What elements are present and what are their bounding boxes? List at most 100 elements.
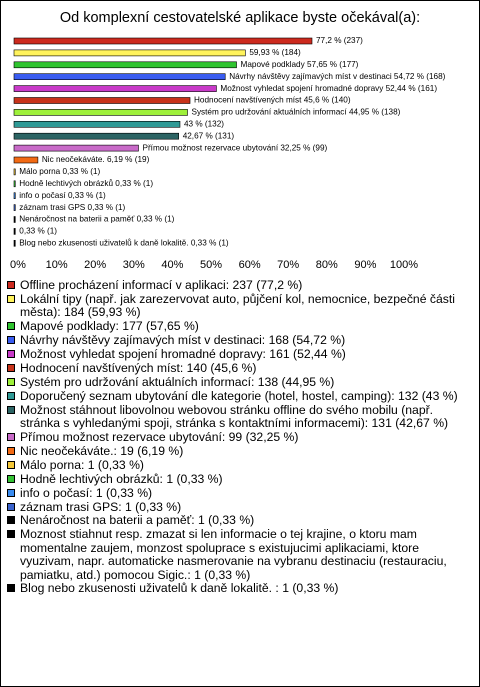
value-label: Blog nebo zkusenosti uživatelů k daně lo…	[19, 237, 229, 247]
bar	[13, 109, 188, 116]
legend-swatch	[7, 502, 15, 511]
x-tick-label: 70%	[277, 259, 299, 271]
legend-item: Možnost vyhledat spojení hromadné doprav…	[7, 347, 467, 362]
legend-item: Málo porna: 1 (0,33 %)	[7, 457, 467, 472]
x-tick-label: 10%	[46, 259, 68, 271]
x-tick-label: 90%	[354, 259, 376, 271]
legend-item: Blog nebo zkusenosti uživatelů k daně lo…	[7, 582, 467, 595]
bar	[13, 121, 181, 128]
value-label: Hodně lechtivých obrázků 0,33 % (1)	[19, 178, 153, 188]
value-label: 0,33 % (1)	[19, 227, 57, 236]
legend-item: Hodnocení navštívených míst: 140 (45,6 %…	[7, 360, 467, 375]
legend-swatch	[7, 350, 15, 359]
legend-swatch	[7, 281, 15, 289]
x-tick-label: 60%	[239, 259, 261, 271]
bar	[13, 168, 16, 176]
legend-label: Nic neočekáváte.: 19 (6,19 %)	[20, 443, 184, 458]
legend-label: Přímou možnost rezervace ubytování: 99 (…	[20, 429, 299, 444]
value-label: Návrhy návštěvy zajímavých míst v destin…	[229, 72, 445, 81]
legend-label: Návrhy návštěvy zajímavých míst v destin…	[20, 333, 346, 348]
legend-swatch	[7, 405, 15, 414]
legend-swatch	[7, 432, 15, 441]
legend-swatch	[7, 460, 15, 469]
legend-swatch	[7, 294, 15, 303]
value-label: 59,93 % (184)	[249, 48, 301, 57]
legend: Offline procházení informací v aplikaci:…	[7, 278, 467, 596]
legend-swatch	[7, 488, 15, 497]
bar	[13, 240, 16, 247]
legend-item: Mapové podklady: 177 (57,65 %)	[7, 319, 467, 334]
legend-label: záznam trasi GPS: 1 (0,33 %)	[20, 499, 182, 514]
legend-item: info o počasí: 1 (0,33 %)	[7, 485, 467, 500]
legend-label: Hodnocení navštívených míst: 140 (45,6 %…	[20, 360, 257, 375]
legend-swatch	[7, 446, 15, 455]
legend-item: Nenáročnost na baterii a paměť: 1 (0,33 …	[7, 513, 467, 528]
legend-item: Možnost stáhnout libovolnou webovou strá…	[7, 402, 467, 431]
legend-label: Lokální tipy (např. jak zarezervovat aut…	[20, 291, 455, 320]
legend-label: Nenáročnost na baterii a paměť: 1 (0,33 …	[20, 513, 255, 528]
value-label: 77,2 % (237)	[316, 36, 363, 45]
value-label: 42,67 % (131)	[183, 131, 235, 140]
legend-item: Doporučený seznam ubytování dle kategori…	[7, 388, 467, 403]
legend-label: Možnost vyhledat spojení hromadné doprav…	[20, 347, 346, 362]
x-tick-label: 0%	[10, 259, 26, 271]
bar	[13, 216, 16, 223]
legend-item: Přímou možnost rezervace ubytování: 99 (…	[7, 429, 467, 444]
legend-item: Hodně lechtivých obrázků: 1 (0,33 %)	[7, 471, 467, 486]
bar	[13, 37, 313, 45]
bar	[13, 192, 16, 199]
bar	[13, 61, 237, 69]
value-label: Hodnocení navštívených míst 45,6 % (140)	[194, 96, 351, 105]
x-tick-label: 80%	[316, 259, 338, 271]
legend-label: Systém pro udržování aktuálních informac…	[20, 374, 335, 389]
chart: Od komplexní cestovatelské aplikace byst…	[10, 10, 446, 271]
bar	[13, 204, 16, 211]
legend-item: Nic neočekáváte.: 19 (6,19 %)	[7, 443, 467, 458]
bar	[13, 156, 39, 164]
legend-swatch	[7, 474, 15, 483]
legend-label: Doporučený seznam ubytování dle kategori…	[20, 388, 458, 403]
bar	[13, 180, 16, 188]
legend-label: Hodně lechtivých obrázků: 1 (0,33 %)	[20, 471, 223, 486]
bar	[13, 132, 180, 140]
legend-swatch	[7, 530, 15, 539]
legend-swatch	[7, 584, 15, 593]
legend-swatch	[7, 377, 15, 386]
legend-label: Moznost stiahnut resp. zmazat si len inf…	[20, 527, 447, 582]
bar	[13, 97, 191, 104]
value-label: Možnost vyhledat spojení hromadné doprav…	[220, 84, 437, 93]
legend-item: Návrhy návštěvy zajímavých míst v destin…	[7, 333, 467, 348]
legend-label: Možnost stáhnout libovolnou webovou strá…	[20, 402, 449, 431]
value-label: Přímou možnost rezervace ubytování 32,25…	[142, 143, 327, 152]
value-label: info o počasí 0,33 % (1)	[19, 191, 106, 200]
legend-item: Offline procházení informací v aplikaci:…	[7, 278, 467, 292]
legend-label: Offline procházení informací v aplikaci:…	[20, 278, 303, 292]
bar	[13, 73, 226, 80]
value-label: Málo porna 0,33 % (1)	[19, 167, 100, 176]
legend-label: Mapové podklady: 177 (57,65 %)	[20, 319, 199, 334]
x-tick-label: 50%	[200, 259, 222, 271]
chart-title: Od komplexní cestovatelské aplikace byst…	[60, 10, 420, 26]
legend-swatch	[7, 516, 15, 525]
legend-label: Málo porna: 1 (0,33 %)	[20, 457, 144, 472]
legend-label: Blog nebo zkusenosti uživatelů k daně lo…	[20, 581, 339, 596]
x-tick-label: 20%	[84, 259, 106, 271]
legend-item: Systém pro udržování aktuálních informac…	[7, 374, 467, 389]
legend-swatch	[7, 363, 15, 372]
legend-item: Moznost stiahnut resp. zmazat si len inf…	[7, 528, 467, 582]
bar	[13, 49, 246, 57]
bar	[13, 85, 217, 92]
x-tick-label: 40%	[161, 259, 183, 271]
bar	[13, 228, 16, 235]
legend-swatch	[7, 322, 15, 331]
legend-swatch	[7, 391, 15, 400]
bar	[13, 144, 139, 152]
x-tick-label: 30%	[123, 259, 145, 271]
value-label: Nenáročnost na baterii a paměť 0,33 % (1…	[19, 215, 174, 224]
value-label: Mapové podklady 57,65 % (177)	[241, 60, 359, 69]
legend-label: info o počasí: 1 (0,33 %)	[20, 485, 153, 500]
value-label: Systém pro udržování aktuálních informac…	[192, 108, 401, 117]
value-label: Nic neočekáváte. 6,19 % (19)	[42, 155, 150, 164]
legend-item: záznam trasi GPS: 1 (0,33 %)	[7, 499, 467, 514]
